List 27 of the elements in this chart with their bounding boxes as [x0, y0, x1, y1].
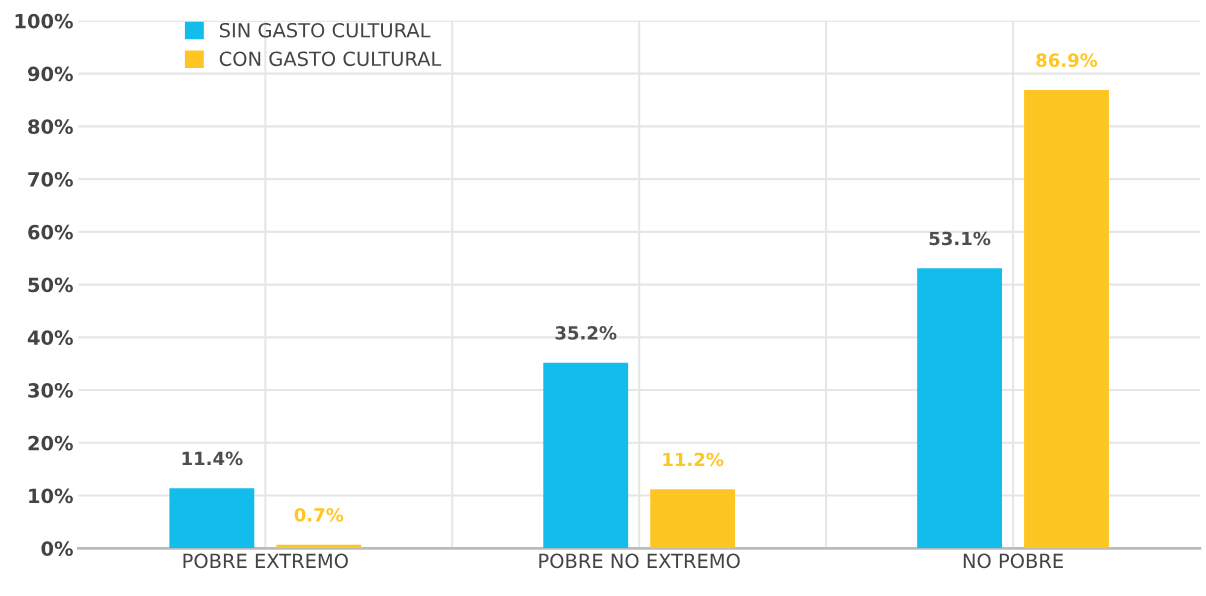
bar	[169, 488, 255, 549]
bar	[543, 362, 629, 549]
y-tick-label: 70%	[28, 172, 73, 187]
bar	[917, 268, 1003, 549]
bar	[650, 489, 736, 549]
legend-label: SIN GASTO CULTURAL	[219, 22, 431, 38]
y-tick-label: 80%	[28, 119, 73, 135]
data-label: 35.2%	[555, 326, 617, 340]
x-tick-label: POBRE NO EXTREMO	[539, 553, 740, 569]
y-tick-label: 50%	[28, 277, 73, 293]
y-tick-label: 0%	[41, 541, 73, 556]
y-tick-label: 40%	[27, 330, 73, 345]
bar	[1024, 89, 1109, 549]
data-label: 11.2%	[663, 452, 724, 467]
data-label: 86.9%	[1036, 53, 1098, 68]
y-tick-label: 30%	[28, 383, 73, 398]
y-tick-label: 90%	[27, 66, 73, 82]
y-tick-label: 10%	[29, 488, 73, 504]
y-tick-label: 100%	[15, 13, 73, 29]
data-label: 0.7%	[294, 508, 344, 522]
y-tick-label: 60%	[28, 224, 73, 240]
y-tick-label: 20%	[28, 435, 73, 451]
x-tick-label: POBRE EXTREMO	[183, 553, 348, 569]
x-tick-label: NO POBRE	[963, 553, 1063, 569]
legend-label: CON GASTO CULTURAL	[219, 51, 442, 67]
data-label: 11.4%	[182, 451, 243, 466]
data-label: 53.1%	[929, 231, 991, 246]
